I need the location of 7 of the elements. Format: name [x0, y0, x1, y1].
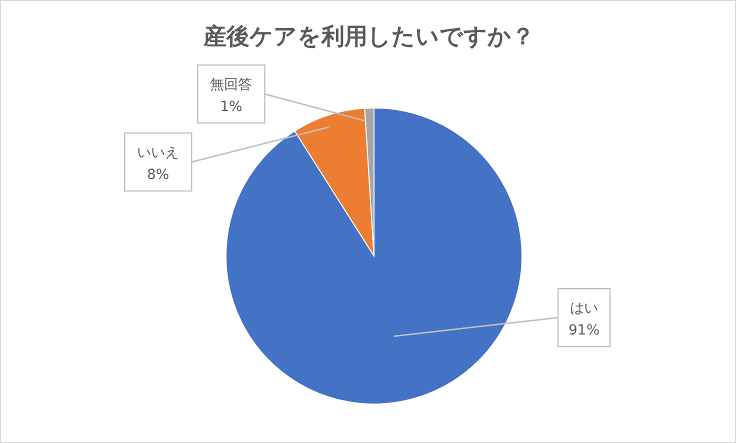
- chart-title: 産後ケアを利用したいですか？: [202, 23, 536, 52]
- data-label: 8%: [147, 167, 170, 183]
- slice-label: 無回答: [210, 77, 252, 93]
- slice-label: いいえ: [137, 145, 180, 161]
- slice-label: はい: [570, 300, 598, 317]
- data-label: 91%: [568, 322, 600, 339]
- data-label: 1%: [220, 99, 242, 115]
